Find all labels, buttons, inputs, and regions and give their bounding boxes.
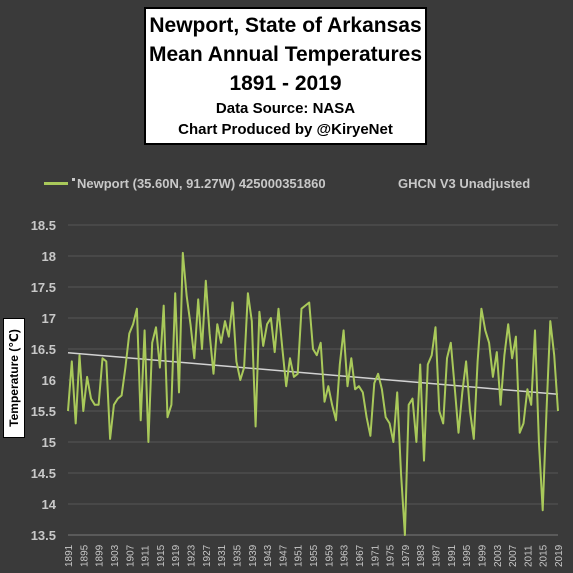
x-tick-label: 1979 <box>401 544 412 567</box>
x-tick-label: 1959 <box>324 544 335 567</box>
x-tick-label: 1895 <box>79 544 90 567</box>
x-tick-label: 2019 <box>554 544 565 567</box>
legend: Newport (35.60N, 91.27W) 425000351860 <box>44 176 326 191</box>
x-tick-label: 1943 <box>263 544 274 567</box>
chart-title-box: Newport, State of Arkansas Mean Annual T… <box>144 7 427 145</box>
x-tick-label: 1967 <box>355 544 366 567</box>
x-tick-label: 1923 <box>187 544 198 567</box>
y-tick-label: 15 <box>42 435 56 450</box>
x-tick-label: 1903 <box>110 544 121 567</box>
legend-label: Newport (35.60N, 91.27W) 425000351860 <box>77 176 326 191</box>
x-tick-label: 1947 <box>278 544 289 567</box>
y-axis-ticks: 13.5 14 14.5 15 15.5 16 16.5 17 17.5 18 18.5 <box>31 218 57 543</box>
x-tick-label: 2015 <box>539 544 550 567</box>
y-tick-label: 16 <box>42 373 56 388</box>
y-tick-label: 15.5 <box>31 404 56 419</box>
legend-marker <box>72 178 75 181</box>
x-tick-label: 1899 <box>95 544 106 567</box>
dataset-note: GHCN V3 Unadjusted <box>398 176 531 191</box>
x-tick-label: 1999 <box>477 544 488 567</box>
x-tick-label: 1991 <box>447 544 458 567</box>
y-axis-label: Temperature (℃) <box>7 329 21 427</box>
x-tick-label: 1915 <box>156 544 167 567</box>
x-tick-label: 1975 <box>386 544 397 567</box>
y-tick-label: 14.5 <box>31 466 56 481</box>
x-axis-ticks: 1891 1895 1899 1903 1907 1911 1915 1919 1923 1927… <box>64 544 565 567</box>
x-tick-label: 1955 <box>309 544 320 567</box>
chart-title-years: 1891 - 2019 <box>229 72 342 95</box>
chart-data-source: Data Source: NASA <box>215 100 356 117</box>
x-tick-label: 1987 <box>432 544 443 567</box>
x-tick-label: 1935 <box>232 544 243 567</box>
x-tick-label: 2011 <box>523 545 534 567</box>
y-tick-label: 18.5 <box>31 218 56 233</box>
x-tick-label: 1927 <box>202 544 213 567</box>
x-tick-label: 1995 <box>462 544 473 567</box>
y-tick-label: 14 <box>42 497 57 512</box>
chart-title-metric: Mean Annual Temperatures <box>148 43 423 66</box>
x-tick-label: 2007 <box>508 544 519 567</box>
x-tick-label: 1939 <box>248 544 259 567</box>
y-tick-label: 13.5 <box>31 528 56 543</box>
y-axis-label-box: Temperature (℃) <box>3 318 25 438</box>
chart-credit: Chart Produced by @KiryeNet <box>178 121 393 138</box>
x-tick-label: 1919 <box>171 544 182 567</box>
legend-swatch <box>44 182 68 185</box>
x-tick-label: 1891 <box>64 544 75 567</box>
x-tick-label: 1983 <box>416 544 427 567</box>
x-tick-label: 1963 <box>340 544 351 567</box>
y-tick-label: 18 <box>42 249 56 264</box>
x-tick-label: 1971 <box>370 544 381 567</box>
gridlines <box>68 224 558 536</box>
x-tick-label: 1931 <box>217 544 228 567</box>
y-tick-label: 17 <box>42 311 56 326</box>
chart-title-location: Newport, State of Arkansas <box>149 14 422 37</box>
x-tick-label: 1911 <box>141 545 152 567</box>
x-tick-label: 2003 <box>493 544 504 567</box>
series-line <box>67 251 559 536</box>
y-tick-label: 17.5 <box>31 280 56 295</box>
x-tick-label: 1907 <box>125 544 136 567</box>
y-tick-label: 16.5 <box>31 342 56 357</box>
x-tick-label: 1951 <box>294 544 305 567</box>
